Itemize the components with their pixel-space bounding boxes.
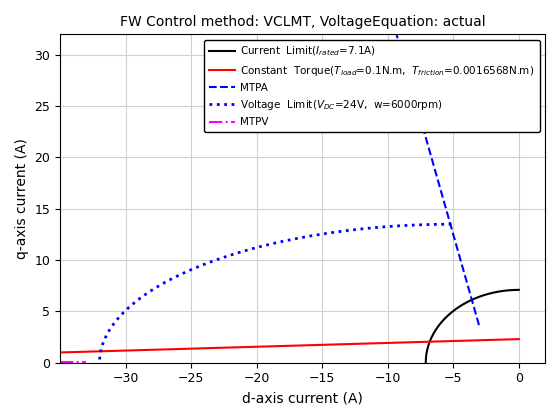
- X-axis label: d-axis current (A): d-axis current (A): [242, 391, 363, 405]
- Y-axis label: q-axis current (A): q-axis current (A): [15, 138, 29, 259]
- Legend: Current  Limit($I_{rated}$=7.1A), Constant  Torque($T_{load}$=0.1N.m,  $T_{frict: Current Limit($I_{rated}$=7.1A), Constan…: [204, 39, 540, 132]
- Title: FW Control method: VCLMT, VoltageEquation: actual: FW Control method: VCLMT, VoltageEquatio…: [120, 15, 486, 29]
